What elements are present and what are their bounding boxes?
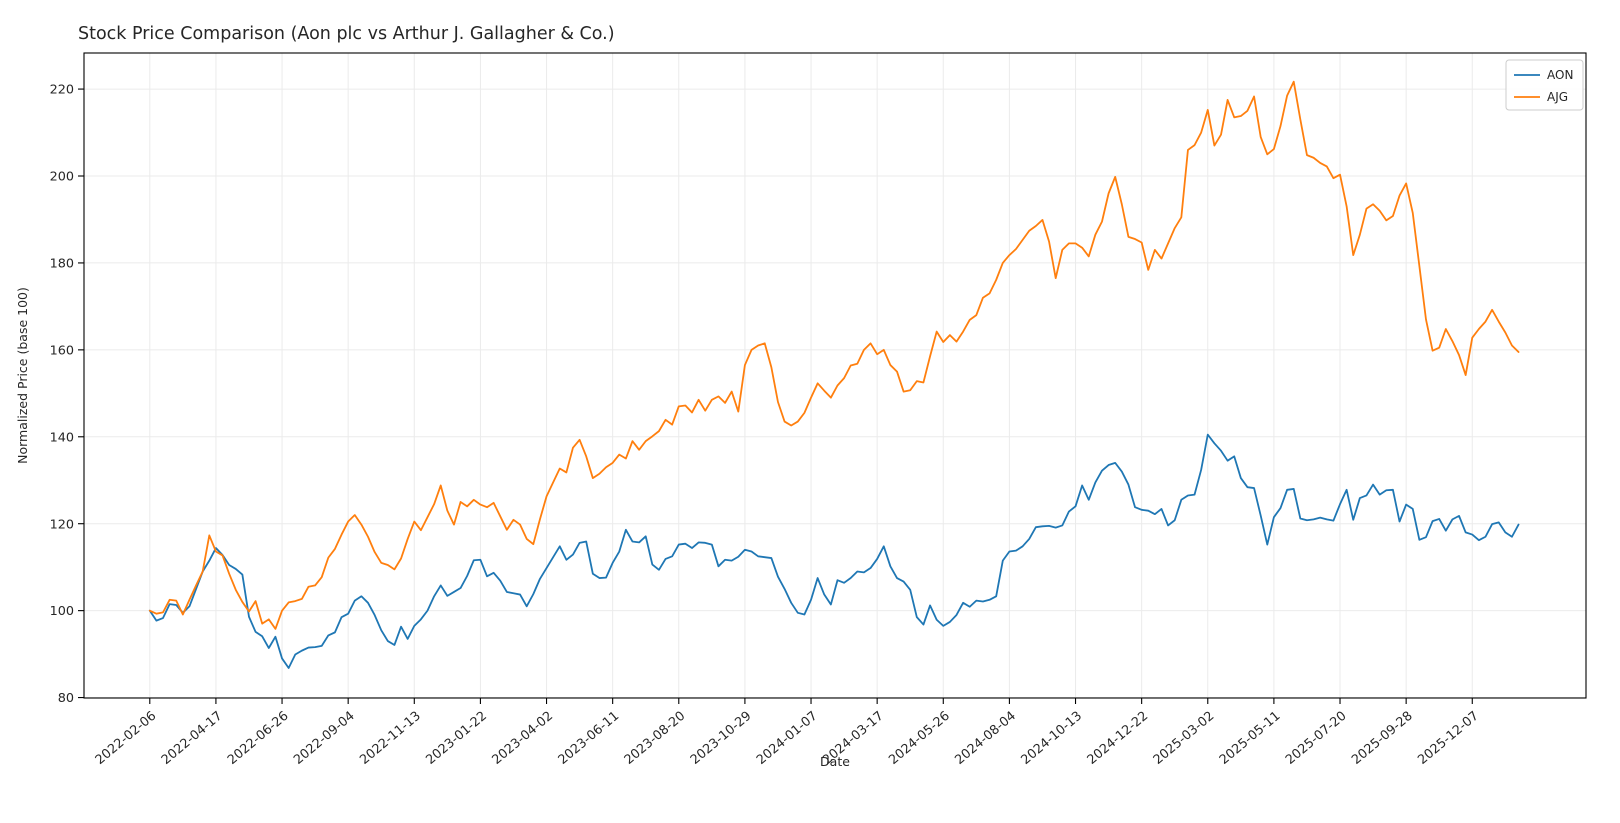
x-tick-label: 2025-05-11 (1217, 709, 1284, 768)
axis-ticks (78, 88, 1473, 704)
x-axis-title: Date (820, 754, 850, 769)
y-tick-label: 120 (50, 517, 74, 532)
x-tick-label: 2022-11-13 (357, 709, 424, 768)
x-tick-label: 2023-08-20 (622, 709, 689, 768)
x-tick-label: 2025-07-20 (1283, 709, 1350, 768)
data-series (148, 80, 1520, 669)
y-tick-label: 220 (50, 83, 74, 98)
ajg-line (148, 80, 1520, 630)
x-tick-labels: 2022-02-06 2022-04-17 2022-06-26 2022-09-04… (93, 709, 1482, 768)
x-tick-label: 2024-12-22 (1085, 709, 1152, 768)
x-tick-label: 2022-09-04 (291, 709, 358, 768)
legend-label-ajg: AJG (1547, 90, 1568, 104)
aon-line (148, 433, 1520, 669)
y-tick-label: 160 (50, 343, 74, 358)
grid-lines (84, 53, 1586, 699)
x-tick-label: 2025-03-02 (1151, 709, 1218, 768)
x-tick-label: 2025-12-07 (1415, 709, 1482, 768)
x-tick-label: 2024-01-07 (754, 709, 821, 768)
x-tick-label: 2024-05-26 (886, 709, 953, 768)
legend-label-aon: AON (1547, 68, 1573, 82)
y-axis-title: Normalized Price (base 100) (15, 287, 30, 464)
y-tick-labels: 80 100 120 140 160 180 200 220 (50, 83, 74, 706)
x-tick-label: 2023-01-22 (423, 709, 490, 768)
legend: AON AJG (1505, 59, 1584, 111)
x-tick-label: 2022-02-06 (93, 709, 160, 768)
y-tick-label: 140 (50, 430, 74, 445)
y-tick-label: 100 (50, 604, 74, 619)
x-tick-label: 2024-08-04 (952, 709, 1019, 768)
x-tick-label: 2025-09-28 (1349, 709, 1416, 768)
x-tick-label: 2023-04-02 (489, 709, 556, 768)
y-tick-label: 80 (58, 691, 74, 706)
plot-border (83, 52, 1587, 699)
chart-title: Stock Price Comparison (Aon plc vs Arthu… (78, 24, 615, 44)
x-tick-label: 2023-10-29 (688, 709, 755, 768)
x-tick-label: 2022-04-17 (159, 709, 226, 768)
x-tick-label: 2022-06-26 (225, 709, 292, 768)
x-tick-label: 2023-06-11 (556, 709, 623, 768)
y-tick-label: 180 (50, 257, 74, 272)
y-tick-label: 200 (50, 170, 74, 185)
x-tick-label: 2024-10-13 (1018, 709, 1085, 768)
